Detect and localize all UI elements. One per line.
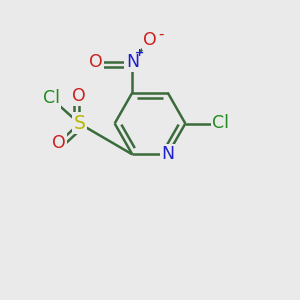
Text: O: O (52, 134, 66, 152)
Text: N: N (161, 146, 174, 164)
Text: Cl: Cl (212, 115, 229, 133)
Text: O: O (89, 53, 102, 71)
Text: +: + (135, 48, 144, 58)
Text: O: O (143, 31, 157, 49)
Text: -: - (158, 27, 164, 42)
Text: O: O (73, 86, 86, 104)
Text: S: S (74, 114, 85, 133)
Text: N: N (126, 53, 139, 71)
Text: Cl: Cl (43, 89, 60, 107)
